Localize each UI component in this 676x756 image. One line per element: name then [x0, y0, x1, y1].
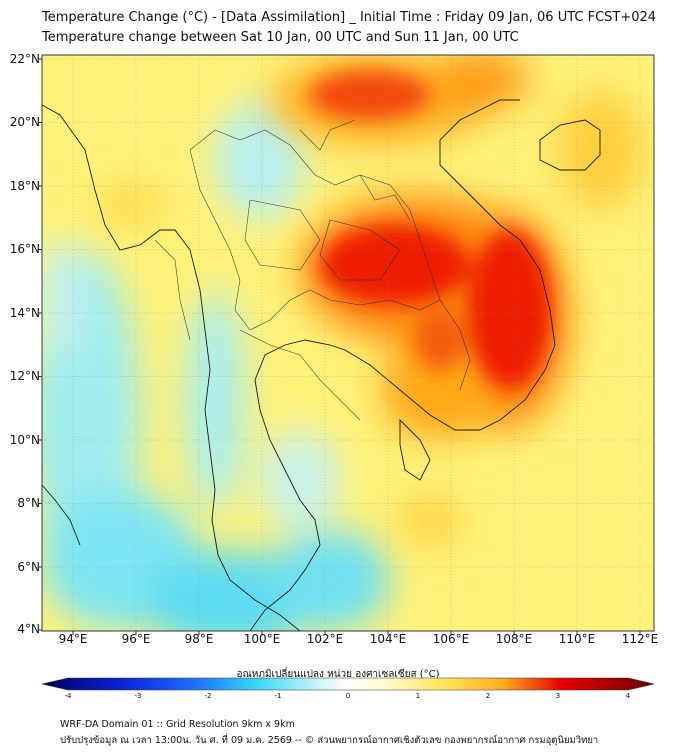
lon-label: 94°E [58, 632, 88, 646]
lon-label: 112°E [621, 632, 659, 646]
colorbar-tick: 3 [555, 692, 561, 700]
province-borders [154, 119, 471, 421]
lon-label: 104°E [369, 632, 407, 646]
lon-label: 106°E [432, 632, 470, 646]
temperature-field [42, 55, 654, 631]
colorbar-tick: 1 [415, 692, 421, 700]
lon-label: 96°E [121, 632, 151, 646]
colorbar-tick: -4 [64, 692, 72, 700]
colorbar-tick: -3 [134, 692, 142, 700]
lat-label: 20°N [9, 115, 40, 129]
colorbar-tick: 2 [485, 692, 491, 700]
colorbar [41, 677, 655, 691]
lon-label: 108°E [495, 632, 533, 646]
lon-label: 102°E [306, 632, 344, 646]
lat-label: 14°N [9, 306, 40, 320]
footer-credit: ปรับปรุงข้อมูล ณ เวลา 13:00น. วัน ศ. ที่… [60, 735, 599, 746]
lat-label: 12°N [9, 369, 40, 383]
colorbar-tick: -1 [274, 692, 282, 700]
colorbar-tick: -2 [204, 692, 212, 700]
map-frame [41, 54, 655, 632]
lat-label: 4°N [17, 622, 40, 636]
footer-model-info: WRF-DA Domain 01 :: Grid Resolution 9km … [60, 719, 295, 730]
lat-label: 16°N [9, 242, 40, 256]
colorbar-title: อุณหภูมิเปลี่ยนแปลง หน่วย องศาเซลเซียส (… [236, 669, 440, 680]
lat-label: 18°N [9, 179, 40, 193]
lon-label: 100°E [243, 632, 281, 646]
colorbar-tick: 0 [345, 692, 351, 700]
chart-subtitle: Temperature change between Sat 10 Jan, 0… [42, 30, 519, 45]
graticule [42, 55, 654, 631]
lon-label: 98°E [184, 632, 214, 646]
lon-label: 110°E [558, 632, 596, 646]
axis-ticks [38, 58, 641, 635]
colorbar-tick: 4 [625, 692, 631, 700]
temperature-change-map [38, 54, 655, 635]
lat-label: 8°N [17, 496, 40, 510]
lat-label: 22°N [9, 52, 40, 66]
chart-title: Temperature Change (°C) - [Data Assimila… [42, 10, 657, 25]
lat-label: 6°N [17, 560, 40, 574]
lat-label: 10°N [9, 433, 40, 447]
